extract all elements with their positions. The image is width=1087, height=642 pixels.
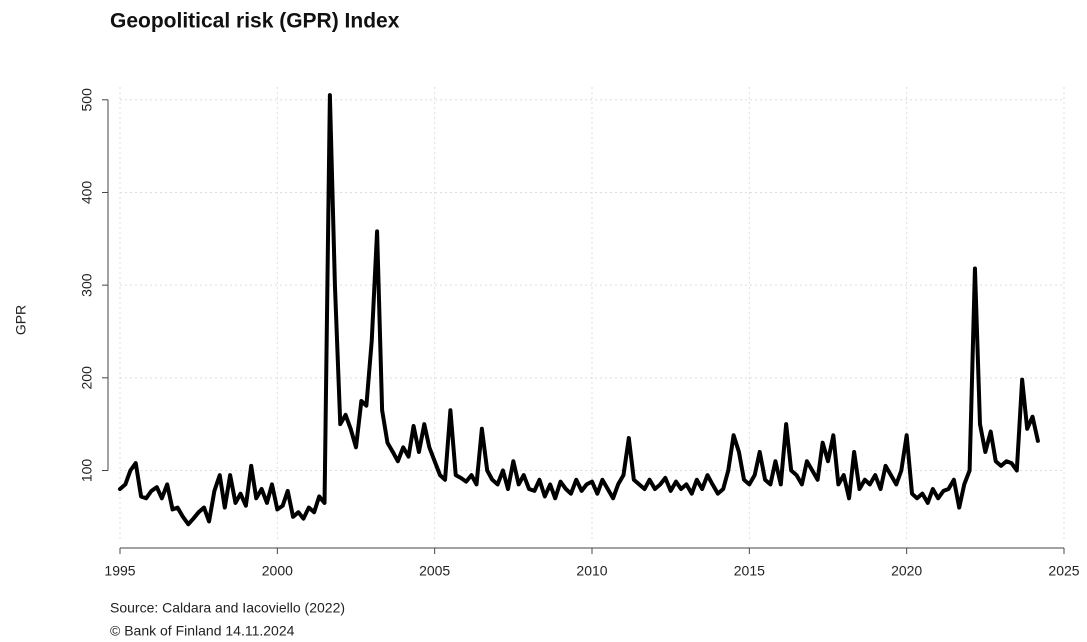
- x-tick-label: 1995: [104, 563, 135, 579]
- x-tick-label: 2000: [262, 563, 293, 579]
- chart-title: Geopolitical risk (GPR) Index: [110, 10, 400, 33]
- source-note: Source: Caldara and Iacoviello (2022): [110, 600, 345, 616]
- x-tick-label: 2025: [1048, 563, 1079, 579]
- x-tick-label: 2010: [576, 563, 607, 579]
- y-tick-label: 300: [79, 273, 95, 297]
- line: [118, 93, 1040, 527]
- x-tick-label: 2020: [891, 563, 922, 579]
- copyright-note: © Bank of Finland 14.11.2024: [110, 623, 295, 639]
- y-tick-label: 400: [79, 181, 95, 205]
- x-tick-label: 2015: [734, 563, 765, 579]
- y-axis-label: GPR: [13, 305, 29, 335]
- y-tick-label: 500: [79, 88, 95, 112]
- x-tick-label: 2005: [419, 563, 450, 579]
- y-tick-label: 100: [79, 459, 95, 483]
- y-tick-label: 200: [79, 366, 95, 390]
